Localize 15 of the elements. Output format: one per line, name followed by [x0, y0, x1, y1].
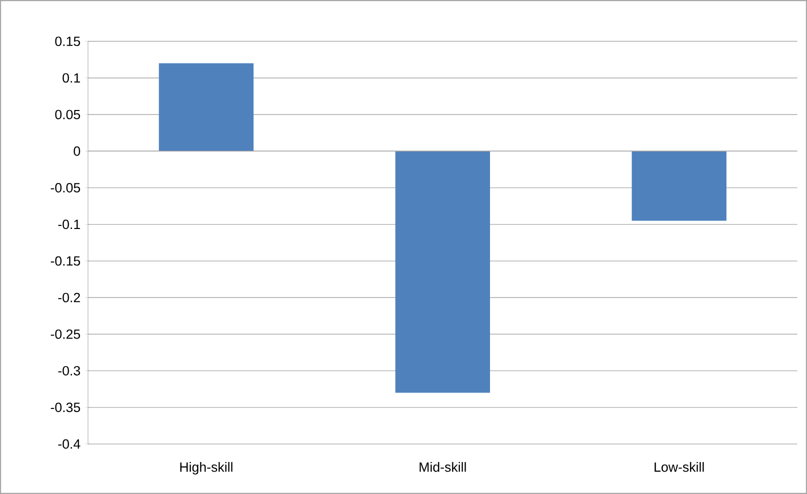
y-tick-label: 0.15 — [55, 36, 80, 46]
y-tick-label: -0.2 — [58, 292, 80, 302]
y-tick-label: -0.4 — [58, 439, 80, 449]
y-tick-label: -0.15 — [50, 256, 80, 266]
y-tick-label: -0.05 — [50, 183, 80, 192]
y-tick-label: -0.3 — [58, 366, 80, 376]
x-tick-label: Low-skill — [654, 462, 704, 472]
y-tick-label: 0 — [74, 146, 80, 156]
y-tick-label: -0.35 — [50, 402, 80, 412]
y-tick-label: 0.1 — [62, 73, 80, 83]
x-tick-label: High-skill — [180, 462, 232, 474]
x-tick-label: Mid-skill — [420, 462, 466, 472]
y-tick-label: -0.1 — [58, 220, 80, 230]
y-tick-label: -0.25 — [50, 329, 80, 339]
y-tick-label: 0.05 — [55, 110, 80, 120]
